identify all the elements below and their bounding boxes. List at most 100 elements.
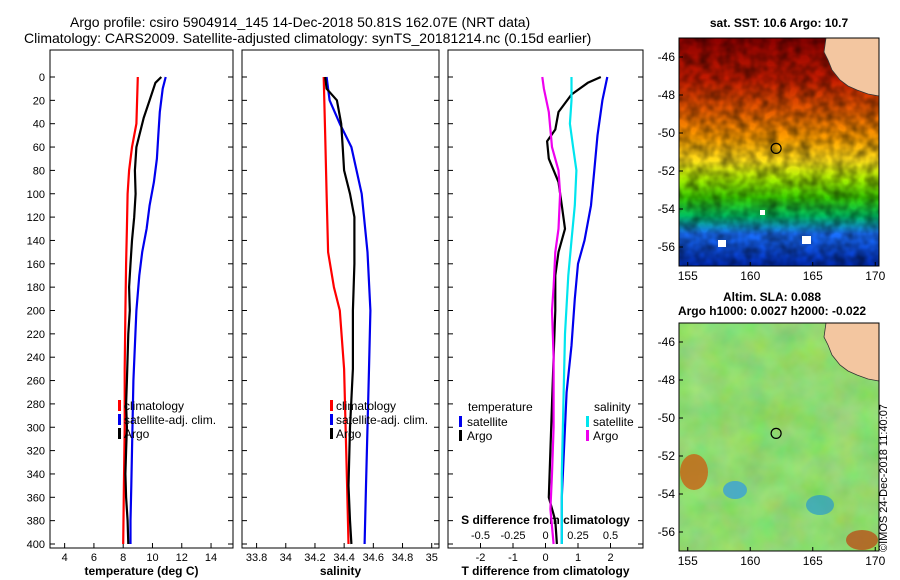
depth-tick-label: 40 bbox=[33, 119, 45, 131]
depth-tick-label: 140 bbox=[27, 235, 45, 247]
depth-tick-label: 220 bbox=[27, 329, 45, 341]
depth-tick-label: 360 bbox=[27, 492, 45, 504]
difference-legend-label: satellite bbox=[593, 415, 634, 429]
difference-series-s-satellite bbox=[560, 77, 578, 544]
difference-xtick-label: 2 bbox=[607, 552, 613, 564]
temperature-plot-frame bbox=[49, 49, 234, 549]
salinity-legend-label: Argo bbox=[336, 427, 362, 441]
depth-tick-label: 80 bbox=[33, 165, 45, 177]
sst-map-title: sat. SST: 10.6 Argo: 10.7 bbox=[710, 16, 849, 30]
temperature-xtick-label: 8 bbox=[120, 552, 126, 564]
depth-tick-label: 380 bbox=[27, 516, 45, 528]
depth-tick-label: 60 bbox=[33, 142, 45, 154]
difference-plot-frame bbox=[447, 49, 644, 549]
sla_map-ytick-label: -56 bbox=[658, 525, 676, 539]
temperature-series-satellite-adj-clim- bbox=[129, 76, 167, 544]
difference-legend-swatch bbox=[586, 416, 589, 427]
temperature-xtick-label: 12 bbox=[176, 552, 188, 564]
sla-low-anomaly bbox=[723, 481, 747, 499]
temperature-xtick-label: 14 bbox=[205, 552, 217, 564]
temperature-xtick-label: 4 bbox=[62, 552, 68, 564]
salinity-xtick-label: 33.8 bbox=[246, 552, 267, 564]
depth-tick-label: 160 bbox=[27, 259, 45, 271]
salinity-xtick-label: 35 bbox=[426, 552, 438, 564]
sla_map-xtick-label: 165 bbox=[803, 554, 823, 568]
temperature-panel: 4 6 8 10 12 14 temperature (deg C) 0 20 40 60 80 100… bbox=[27, 49, 234, 578]
temperature-xlabel: temperature (deg C) bbox=[84, 564, 198, 578]
sla_map-ytick-label: -54 bbox=[658, 487, 676, 501]
sst_map-xtick-label: 170 bbox=[865, 269, 885, 283]
depth-tick-label: 100 bbox=[27, 189, 45, 201]
sst_map-ytick-label: -48 bbox=[658, 88, 676, 102]
salinity-legend-swatch bbox=[330, 428, 333, 439]
depth-tick-label: 240 bbox=[27, 352, 45, 364]
sst_map-ytick-label: -52 bbox=[658, 164, 676, 178]
salinity-legend-label: satellite-adj. clim. bbox=[336, 413, 428, 427]
difference-legend-temperature-title: temperature bbox=[468, 400, 533, 414]
sst_map-ytick-label: -54 bbox=[658, 202, 676, 216]
depth-tick-label: 280 bbox=[27, 399, 45, 411]
difference-top-xtick-label: 0.25 bbox=[567, 530, 588, 542]
depth-tick-label: 120 bbox=[27, 212, 45, 224]
salinity-xtick-label: 34.8 bbox=[392, 552, 413, 564]
salinity-series-satellite-adj-clim- bbox=[325, 76, 372, 545]
sla-map-subtitle: Argo h1000: 0.0027 h2000: -0.022 bbox=[678, 304, 866, 318]
salinity-xtick-label: 34.2 bbox=[304, 552, 325, 564]
sla_map-ytick-label: -48 bbox=[658, 373, 676, 387]
sla_map-frame bbox=[678, 322, 880, 552]
salinity-series-climatology bbox=[322, 76, 350, 545]
sla-map-title: Altim. SLA: 0.088 bbox=[723, 290, 821, 304]
difference-top-xtick-label: 0 bbox=[542, 530, 548, 542]
temperature-legend-swatch bbox=[118, 400, 121, 411]
sst_map-ytick-label: -46 bbox=[658, 50, 676, 64]
difference-series-t-satellite bbox=[560, 76, 609, 544]
temperature-xtick-label: 6 bbox=[91, 552, 97, 564]
depth-tick-label: 260 bbox=[27, 376, 45, 388]
depth-tick-label: 20 bbox=[33, 95, 45, 107]
temperature-series-argo bbox=[124, 76, 163, 545]
sla-map-panel bbox=[679, 322, 880, 551]
difference-xtick-label: 1 bbox=[575, 552, 581, 564]
difference-top-xlabel: S difference from climatology bbox=[461, 513, 630, 527]
sst_map-frame bbox=[678, 37, 880, 267]
depth-tick-label: 200 bbox=[27, 306, 45, 318]
salinity-xtick-label: 34.4 bbox=[333, 552, 354, 564]
depth-tick-label: 0 bbox=[39, 72, 45, 84]
sla_map-ytick-label: -50 bbox=[658, 411, 676, 425]
sla_map-xtick-label: 160 bbox=[740, 554, 760, 568]
difference-legend-label: satellite bbox=[467, 415, 508, 429]
sst_map-ytick-label: -50 bbox=[658, 126, 676, 140]
salinity-legend-swatch bbox=[330, 414, 333, 425]
difference-legend-salinity-title: salinity bbox=[594, 400, 631, 414]
difference-legend-swatch bbox=[586, 430, 589, 441]
sla-high-anomaly bbox=[846, 530, 878, 550]
chart-title-line1: Argo profile: csiro 5904914_145 14-Dec-2… bbox=[70, 14, 531, 30]
salinity-legend-label: climatology bbox=[336, 399, 396, 413]
difference-xtick-label: -2 bbox=[476, 552, 486, 564]
salinity-xtick-label: 34.6 bbox=[363, 552, 384, 564]
sla_map-xtick-label: 155 bbox=[678, 554, 698, 568]
depth-tick-label: 180 bbox=[27, 282, 45, 294]
difference-top-xtick-label: -0.25 bbox=[500, 530, 525, 542]
temperature-legend-swatch bbox=[118, 428, 121, 439]
difference-series-t-argo bbox=[545, 75, 602, 545]
difference-series-s-argo bbox=[541, 76, 562, 545]
depth-tick-label: 400 bbox=[27, 539, 45, 551]
map-axes: 155 160 165 170 -46 -48 -50 -52 -54 -56 155 160 165 1… bbox=[658, 16, 886, 568]
temperature-xtick-label: 10 bbox=[146, 552, 158, 564]
temperature-legend-label: climatology bbox=[124, 399, 184, 413]
depth-tick-label: 300 bbox=[27, 422, 45, 434]
temperature-legend-label: satellite-adj. clim. bbox=[124, 413, 216, 427]
sst_map-xtick-label: 165 bbox=[803, 269, 823, 283]
sst_map-float-location-marker bbox=[770, 142, 782, 154]
sst_map-xtick-label: 155 bbox=[678, 269, 698, 283]
sla-high-anomaly bbox=[680, 454, 708, 490]
difference-legend-label: Argo bbox=[593, 429, 619, 443]
depth-tick-label: 340 bbox=[27, 469, 45, 481]
difference-legend-label: Argo bbox=[467, 429, 493, 443]
salinity-plot-frame bbox=[241, 49, 440, 549]
chart-title-line2: Climatology: CARS2009. Satellite-adjuste… bbox=[24, 30, 592, 46]
sla_map-float-location-marker bbox=[770, 427, 782, 439]
salinity-xlabel: salinity bbox=[320, 564, 362, 578]
